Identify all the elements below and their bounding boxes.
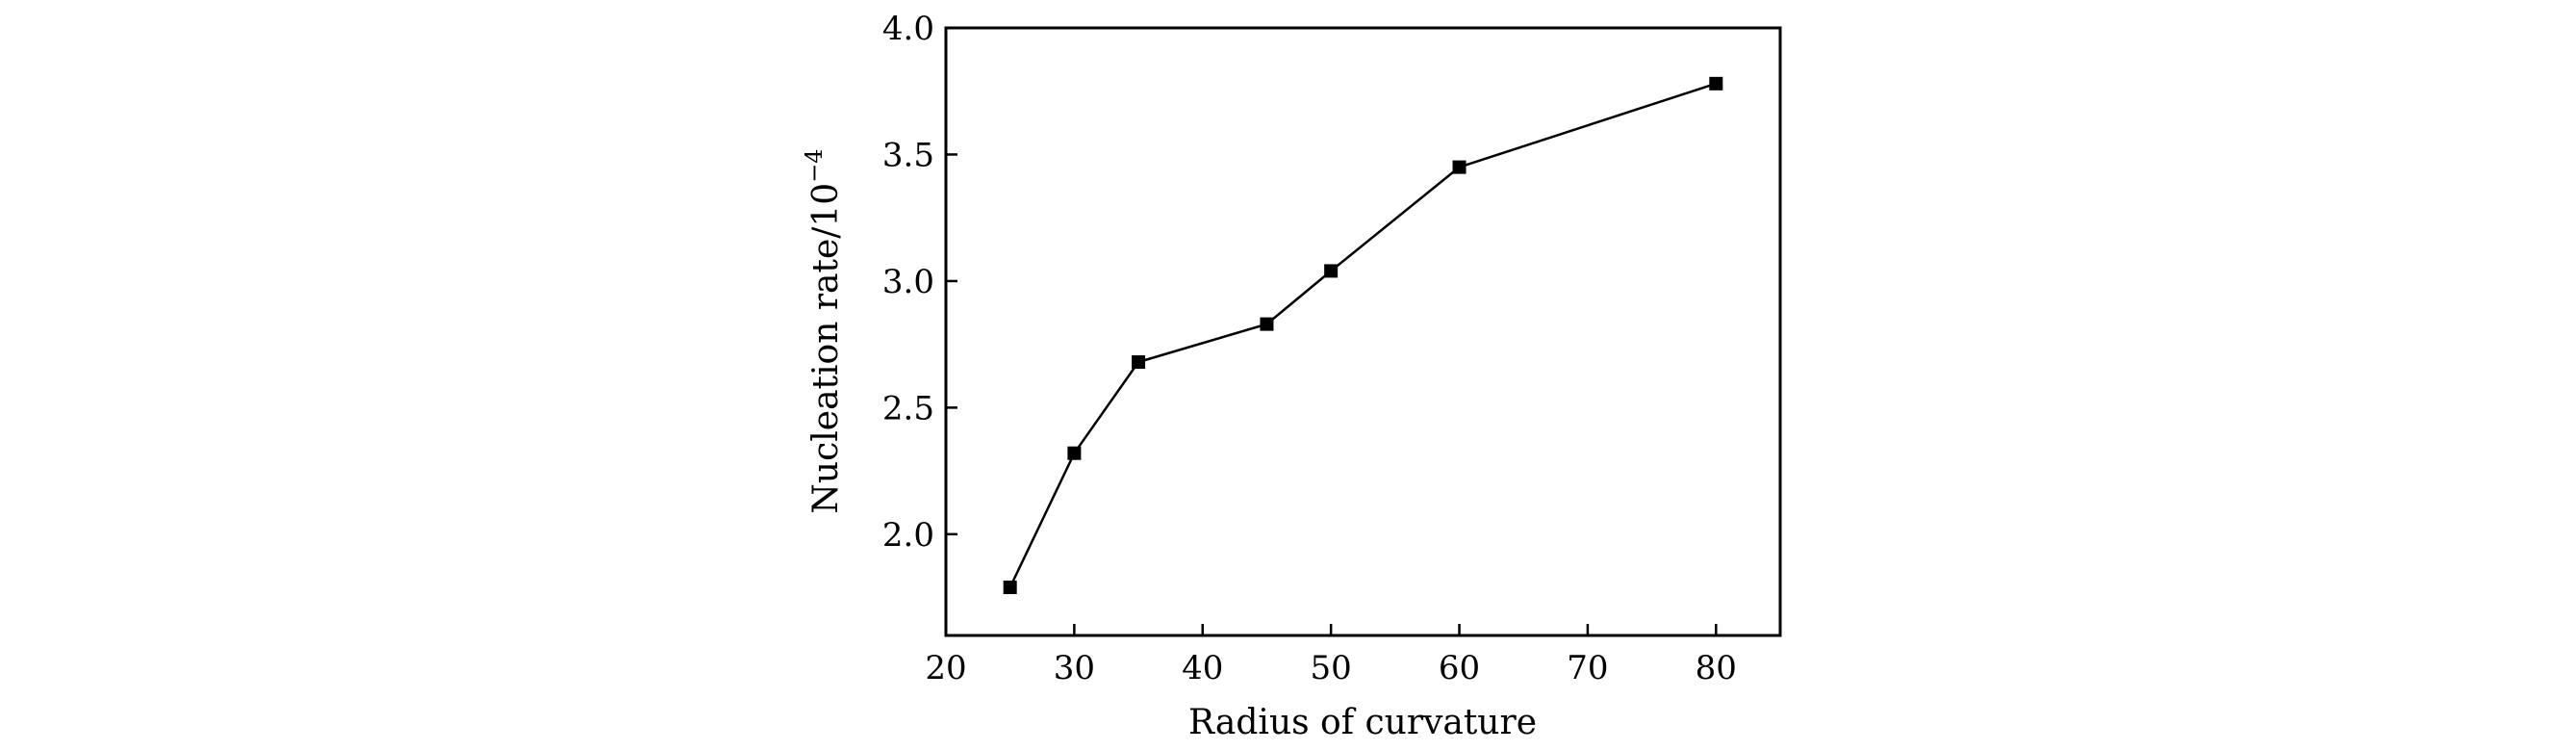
data-point-marker [1132,355,1146,370]
plot-frame [944,26,1782,637]
data-point-marker [1709,76,1723,91]
y-axis-label-base: Nucleation rate/10 [806,183,846,514]
data-point-marker [1324,264,1339,278]
data-point-marker [1003,581,1017,595]
x-tick-label: 70 [1567,649,1608,687]
series-line [1008,82,1717,588]
series-layer [1003,76,1723,595]
x-tick-label: 40 [1182,649,1223,687]
x-axis-ticks: 20 30 40 50 60 70 80 [925,624,1737,687]
y-tick-label: 2.0 [882,516,934,555]
y-tick-label: 3.5 [882,136,934,174]
y-axis-ticks: 2.0 2.5 3.0 3.5 4.0 [882,10,957,555]
y-axis-label: Nucleation rate/10−4 [801,148,846,513]
y-tick-label: 4.0 [882,10,934,48]
data-point-marker [1067,446,1082,460]
y-axis-label-exponent: −4 [801,148,828,182]
x-axis-label: Radius of curvature [1188,703,1537,742]
x-tick-label: 20 [925,649,966,687]
y-tick-label: 2.5 [882,389,934,427]
x-tick-label: 60 [1439,649,1480,687]
data-point-marker [1452,160,1467,174]
data-point-marker [1260,317,1274,331]
x-tick-label: 30 [1054,649,1095,687]
x-tick-label: 80 [1696,649,1737,687]
y-tick-label: 3.0 [882,263,934,301]
x-tick-label: 50 [1311,649,1352,687]
